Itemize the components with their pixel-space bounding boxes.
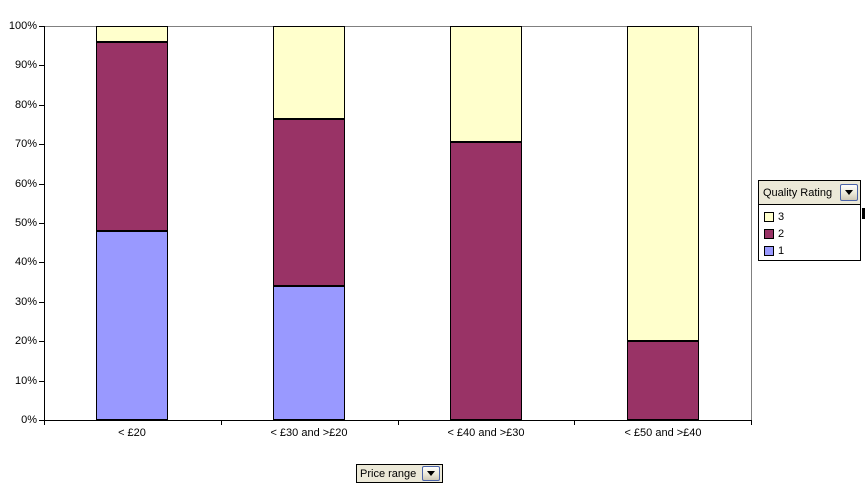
legend-item: 3 <box>759 208 860 225</box>
bar-segment-cat1-rating2 <box>96 42 168 231</box>
bar-segment-cat2-rating1 <box>273 286 345 420</box>
y-axis-label: 60% <box>14 178 37 190</box>
price-range-field-label: Price range <box>360 467 417 480</box>
bar-segment-cat3-rating3 <box>450 26 522 142</box>
x-axis-tick <box>44 420 45 425</box>
bar-segment-cat4-rating2 <box>627 341 699 420</box>
legend-field-button[interactable]: Quality Rating <box>758 180 861 205</box>
legend-item: 1 <box>759 242 860 259</box>
y-axis-tick <box>39 26 44 27</box>
x-axis-tick <box>221 420 222 425</box>
legend-field-dropdown-button[interactable] <box>840 184 858 201</box>
y-axis-label: 0% <box>21 414 37 426</box>
bar-segment-cat2-rating3 <box>273 26 345 119</box>
y-axis-tick <box>39 184 44 185</box>
y-axis-label: 50% <box>14 217 37 229</box>
y-axis-tick <box>39 105 44 106</box>
legend-field-label: Quality Rating <box>763 186 833 199</box>
legend-item: 2 <box>759 225 860 242</box>
y-axis-tick <box>39 381 44 382</box>
dropdown-arrow-icon <box>845 190 853 195</box>
y-axis-tick <box>39 262 44 263</box>
y-axis-label: 80% <box>14 99 37 111</box>
y-axis-label: 30% <box>14 296 37 308</box>
x-axis-category-label: < £40 and >£30 <box>447 427 525 439</box>
bar-segment-cat3-rating2 <box>450 142 522 420</box>
legend-box: 3 2 1 <box>758 204 861 261</box>
y-axis-tick <box>39 341 44 342</box>
edge-mark <box>862 208 865 219</box>
plot-right-border <box>751 26 752 421</box>
bar-segment-cat4-rating3 <box>627 26 699 341</box>
y-axis-tick <box>39 144 44 145</box>
bar-segment-cat1-rating3 <box>96 26 168 42</box>
legend-item-label: 3 <box>778 210 785 223</box>
y-axis-label: 10% <box>14 375 37 387</box>
y-axis-line <box>44 26 45 421</box>
price-range-field-button[interactable]: Price range <box>356 464 443 483</box>
legend-item-label: 1 <box>778 244 785 257</box>
x-axis-category-label: < £50 and >£40 <box>624 427 702 439</box>
dropdown-arrow-icon <box>427 471 435 476</box>
bar-segment-cat2-rating2 <box>273 119 345 286</box>
x-axis-tick <box>574 420 575 425</box>
x-axis-category-label: < £20 <box>118 427 146 439</box>
y-axis-label: 70% <box>14 138 37 150</box>
y-axis-label: 100% <box>8 20 37 32</box>
gridline-100pct <box>44 26 752 27</box>
y-axis-tick <box>39 223 44 224</box>
price-range-dropdown-button[interactable] <box>422 466 440 481</box>
legend-swatch <box>764 228 774 239</box>
y-axis-label: 90% <box>14 59 37 71</box>
x-axis-tick <box>751 420 752 425</box>
x-axis-category-label: < £30 and >£20 <box>270 427 348 439</box>
x-axis-tick <box>398 420 399 425</box>
y-axis-label: 20% <box>14 335 37 347</box>
legend-item-label: 2 <box>778 227 785 240</box>
bar-segment-cat1-rating1 <box>96 231 168 420</box>
legend-swatch <box>764 211 774 222</box>
y-axis-tick <box>39 302 44 303</box>
y-axis-label: 40% <box>14 256 37 268</box>
y-axis-tick <box>39 420 44 421</box>
legend-swatch <box>764 245 774 256</box>
y-axis-tick <box>39 65 44 66</box>
